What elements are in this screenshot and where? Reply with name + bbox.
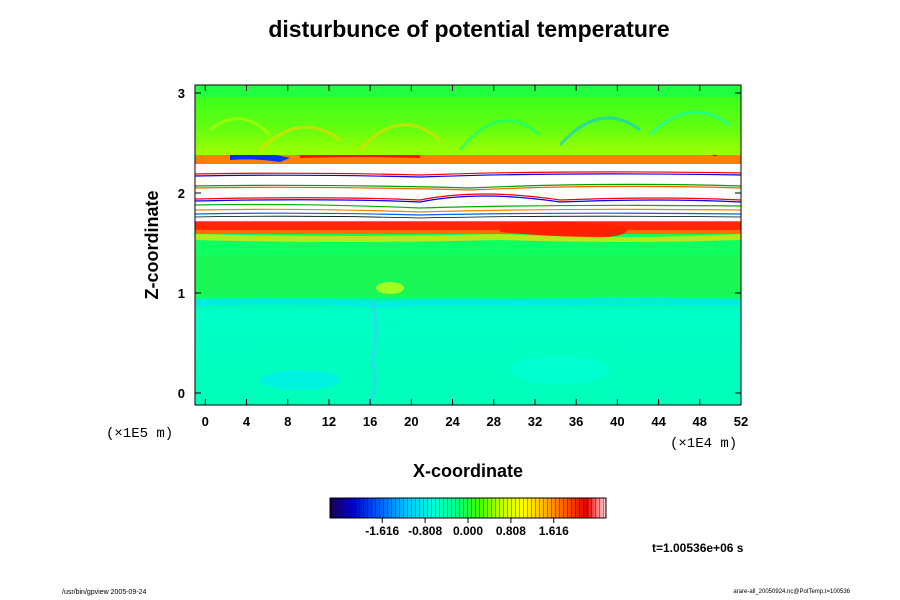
- x-tick-label: 24: [445, 414, 460, 429]
- contour-lines: [195, 171, 741, 219]
- blue-streak: [230, 153, 290, 162]
- x-tick-label: 16: [363, 414, 377, 429]
- x-scale-label: (×1E4 m): [670, 436, 738, 452]
- x-axis-title: X-coordinate: [413, 461, 523, 481]
- x-tick-label: 28: [487, 414, 501, 429]
- footer-left: /usr/bin/gpview 2005-09-24: [62, 589, 147, 596]
- plot-frame: [194, 84, 742, 406]
- cyan-streak: [366, 299, 378, 405]
- x-tick-label: 32: [528, 414, 542, 429]
- colorbar-stripes: [330, 498, 606, 518]
- upper-waves: [209, 110, 731, 152]
- z-axis: 0 1 2 3: [178, 86, 741, 401]
- colorbar-tick-label: 0.000: [453, 524, 483, 538]
- colorbar: -1.616 -0.808 0.000 0.808 1.616: [329, 497, 607, 538]
- x-tick-label: 8: [284, 414, 291, 429]
- z-scale-label: (×1E5 m): [106, 426, 174, 442]
- upper-edge: [195, 85, 741, 97]
- colorbar-ticks: -1.616 -0.808 0.000 0.808 1.616: [365, 518, 569, 538]
- x-tick-label: 36: [569, 414, 583, 429]
- time-label: t=1.00536e+06 s: [652, 541, 744, 555]
- footer-right: arare-all_20050924.nc@PotTemp,t=100536: [733, 589, 850, 595]
- red-patch: [500, 221, 627, 238]
- z-tick-label: 3: [178, 86, 185, 101]
- colorbar-tick-label: 1.616: [539, 524, 569, 538]
- colorbar-tick-label: -0.808: [408, 524, 442, 538]
- z-tick-label: 2: [178, 186, 185, 201]
- x-tick-label: 12: [322, 414, 336, 429]
- layer-lower-cyan: [195, 295, 741, 405]
- z-tick-label: 1: [178, 286, 185, 301]
- x-tick-label: 0: [202, 414, 209, 429]
- chart-title: disturbunce of potential temperature: [268, 16, 670, 42]
- cyan-plume: [195, 298, 741, 308]
- heatmap-field: [195, 85, 741, 405]
- z-tick-label: 0: [178, 386, 185, 401]
- x-axis: 0 4 8 12 16 20 24 28 32 36 40 44 48 52: [202, 85, 748, 429]
- cyan-patch: [510, 356, 610, 384]
- colorbar-tick-label: -1.616: [365, 524, 399, 538]
- x-tick-label: 48: [693, 414, 707, 429]
- layer-lower-red-band-core: [195, 222, 741, 230]
- x-tick-label: 52: [734, 414, 748, 429]
- layer-green-dark: [195, 255, 741, 295]
- yellow-edge: [195, 234, 741, 242]
- layer-upper-band: [195, 154, 741, 164]
- cyan-patch: [260, 370, 340, 390]
- x-tick-label: 20: [404, 414, 418, 429]
- x-tick-label: 4: [243, 414, 251, 429]
- x-tick-label: 44: [651, 414, 666, 429]
- colorbar-tick-label: 0.808: [496, 524, 526, 538]
- z-axis-title: Z-coordinate: [142, 190, 162, 299]
- green-blob: [376, 282, 404, 294]
- x-tick-label: 40: [610, 414, 624, 429]
